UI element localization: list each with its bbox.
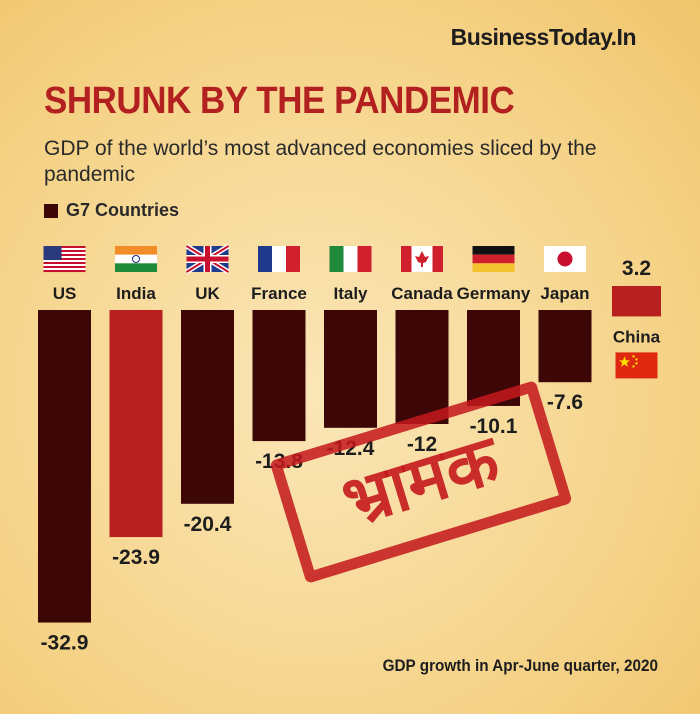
bar-china <box>612 286 661 317</box>
category-label-india: India <box>116 284 156 303</box>
germany-flag-icon <box>472 246 515 272</box>
category-label-canada: Canada <box>391 284 453 303</box>
france-flag-icon <box>258 246 300 272</box>
chart-title: SHRUNK BY THE PANDEMIC <box>44 80 515 122</box>
value-label-france: -13.8 <box>255 450 303 473</box>
chart-footnote: GDP growth in Apr-June quarter, 2020 <box>382 656 658 675</box>
category-label-japan: Japan <box>540 284 589 303</box>
category-label-germany: Germany <box>457 284 531 303</box>
bar-germany <box>467 310 520 406</box>
bar-italy <box>324 310 377 428</box>
bar-india <box>109 310 163 538</box>
value-label-india: -23.9 <box>112 546 160 569</box>
brand-logo: BusinessToday.In <box>450 24 637 50</box>
value-label-japan: -7.6 <box>547 391 583 414</box>
legend-swatch-g7 <box>44 203 58 218</box>
category-label-china: China <box>613 327 661 346</box>
bar-japan <box>538 310 592 383</box>
japan-flag-icon <box>544 246 586 272</box>
bar-canada <box>395 310 449 424</box>
value-label-us: -32.9 <box>41 632 89 655</box>
value-label-italy: -12.4 <box>327 437 375 460</box>
chart-legend: G7 Countries <box>44 200 179 221</box>
china-flag-icon <box>615 352 658 379</box>
india-flag-icon <box>115 246 157 272</box>
italy-flag-icon <box>329 246 372 272</box>
value-label-uk: -20.4 <box>184 513 232 536</box>
value-label-germany: -10.1 <box>470 415 518 438</box>
category-label-italy: Italy <box>333 284 368 303</box>
legend-label-g7: G7 Countries <box>66 200 180 220</box>
stamp-text: भ्रामक <box>333 420 509 543</box>
bar-france <box>252 310 306 442</box>
chart-subtitle: GDP of the world’s most advanced economi… <box>44 137 597 186</box>
category-label-france: France <box>251 284 307 303</box>
category-label-uk: UK <box>195 284 220 303</box>
uk-flag-icon <box>185 243 230 275</box>
canada-flag-icon <box>401 246 443 272</box>
value-label-china: 3.2 <box>622 257 651 280</box>
value-label-canada: -12 <box>407 433 437 456</box>
us-flag-icon <box>43 246 86 273</box>
bar-us <box>38 310 91 623</box>
category-label-us: US <box>53 284 77 303</box>
bar-uk <box>181 310 234 504</box>
